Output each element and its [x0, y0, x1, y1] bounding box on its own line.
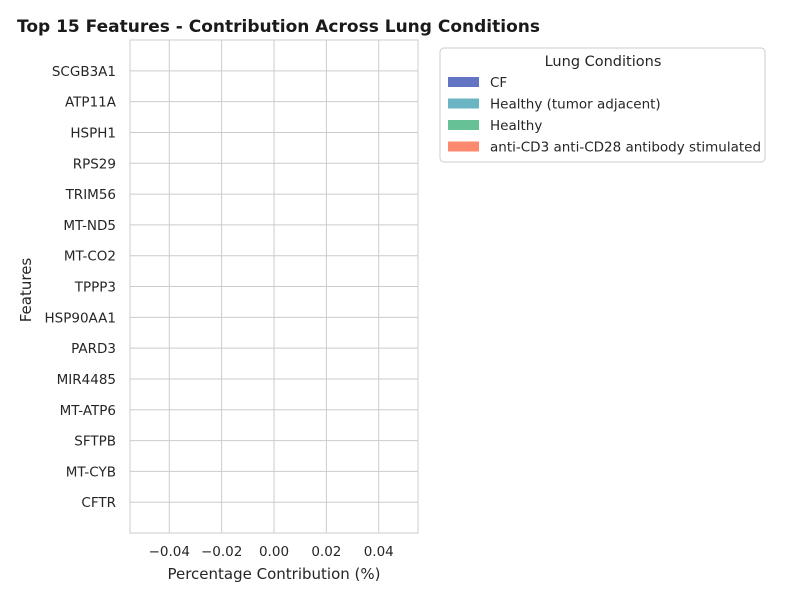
y-tick-label: SFTPB — [74, 434, 116, 450]
y-axis-label: Features — [17, 258, 35, 323]
legend: Lung Conditions CF Healthy (tumor adjacen… — [439, 47, 766, 163]
x-tick-label: 0.00 — [259, 544, 289, 560]
y-tick-label: TRIM56 — [65, 187, 116, 203]
legend-swatch — [448, 141, 479, 152]
y-tick-label: CFTR — [81, 495, 116, 511]
y-tick-label: SCGB3A1 — [52, 64, 116, 80]
y-tick-label: MT-ND5 — [63, 218, 116, 234]
y-tick-label: TPPP3 — [74, 280, 116, 296]
plot-area: −0.04 −0.02 0.00 0.02 0.04 SCGB3A1 ATP11A HSPH1… — [45, 39, 419, 560]
y-tick-label: HSP90AA1 — [45, 310, 116, 326]
y-tick-label: HSPH1 — [70, 125, 116, 141]
y-tick-label: MIR4485 — [57, 372, 116, 388]
y-tick-label: MT-CYB — [66, 464, 116, 480]
y-tick-label: PARD3 — [71, 341, 116, 357]
legend-swatch — [448, 77, 479, 87]
x-tick-label: 0.02 — [311, 544, 341, 560]
x-tick-label: −0.04 — [149, 544, 190, 560]
legend-frame — [439, 47, 766, 163]
chart-title: Top 15 Features - Contribution Across Lu… — [17, 17, 540, 37]
x-tick-label: 0.04 — [364, 544, 394, 560]
legend-swatch — [448, 120, 479, 130]
legend-title: Lung Conditions — [545, 54, 662, 70]
y-tick-label: MT-ATP6 — [60, 403, 116, 419]
legend-swatch — [448, 98, 479, 109]
legend-label: anti-CD3 anti-CD28 antibody stimulated — [490, 140, 761, 156]
x-axis-label: Percentage Contribution (%) — [167, 565, 380, 583]
legend-label: Healthy — [490, 118, 542, 134]
x-tick-label: −0.02 — [201, 544, 242, 560]
y-tick-label: RPS29 — [73, 156, 116, 172]
legend-label: Healthy (tumor adjacent) — [490, 97, 661, 113]
legend-label: CF — [490, 75, 507, 91]
y-tick-label: MT-CO2 — [64, 249, 116, 265]
y-tick-label: ATP11A — [65, 95, 117, 111]
